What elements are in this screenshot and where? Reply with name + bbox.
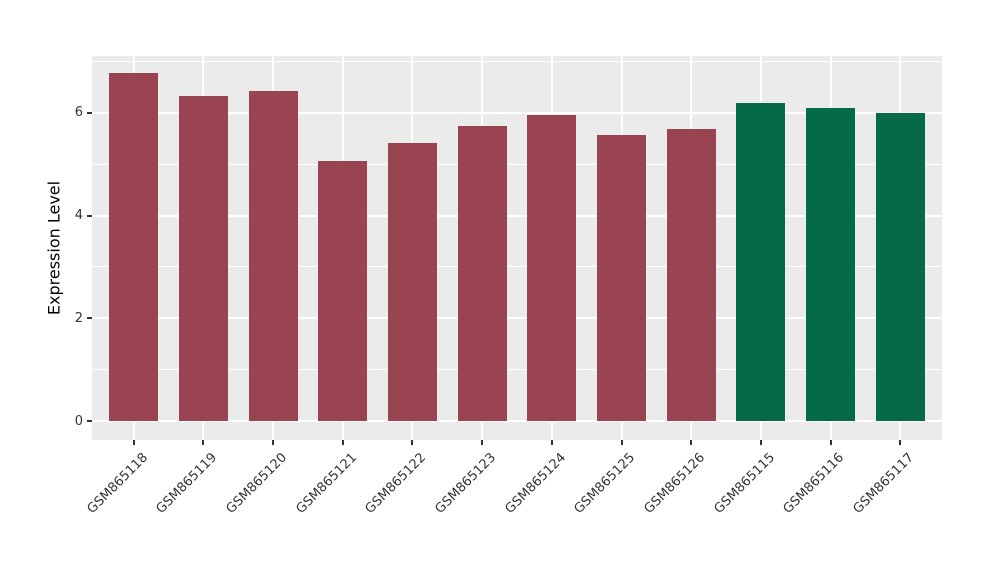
bar-GSM865124 xyxy=(527,114,577,421)
x-tick-label-GSM865118: GSM865118 xyxy=(84,450,151,517)
x-tick-label-GSM865125: GSM865125 xyxy=(571,450,639,517)
x-tick-mark xyxy=(550,440,553,445)
bar-GSM865123 xyxy=(457,126,507,421)
bar-GSM865121 xyxy=(318,160,368,421)
bar-GSM865117 xyxy=(875,112,925,421)
x-tick-mark xyxy=(272,440,275,445)
y-tick-label: 2 xyxy=(74,310,83,326)
major-gridline xyxy=(92,111,942,114)
x-tick-label-GSM865122: GSM865122 xyxy=(362,450,430,517)
x-tick-mark xyxy=(620,440,623,445)
x-tick-label-GSM865120: GSM865120 xyxy=(223,450,291,517)
x-tick-label-GSM865119: GSM865119 xyxy=(153,450,221,517)
x-tick-mark xyxy=(690,440,693,445)
x-tick-mark xyxy=(481,440,484,445)
y-tick-mark xyxy=(87,317,92,320)
y-tick-label: 0 xyxy=(74,413,83,429)
bar-GSM865122 xyxy=(387,143,437,421)
x-tick-mark xyxy=(132,440,135,445)
x-tick-label-GSM865121: GSM865121 xyxy=(293,450,360,517)
major-gridline xyxy=(92,317,942,320)
y-tick-mark xyxy=(87,420,92,422)
bar-GSM865115 xyxy=(736,102,786,421)
x-tick-mark xyxy=(899,440,902,445)
bar-GSM865119 xyxy=(178,96,228,421)
bar-GSM865125 xyxy=(597,135,646,421)
x-tick-mark xyxy=(411,440,414,445)
bar-GSM865116 xyxy=(806,107,856,421)
y-tick-label: 6 xyxy=(74,105,83,121)
major-gridline xyxy=(92,420,942,422)
plot-panel xyxy=(92,56,942,440)
y-axis-title-text: Expression Level xyxy=(44,180,64,316)
x-tick-label-GSM865126: GSM865126 xyxy=(641,450,709,517)
minor-gridline xyxy=(92,266,942,268)
minor-gridline xyxy=(92,369,942,371)
bar-GSM865120 xyxy=(248,90,298,421)
y-tick-mark xyxy=(87,214,92,217)
minor-gridline xyxy=(92,163,942,165)
x-tick-mark xyxy=(202,440,205,445)
y-tick-mark xyxy=(87,111,92,114)
x-tick-label-GSM865115: GSM865115 xyxy=(711,450,778,517)
x-tick-label-GSM865117: GSM865117 xyxy=(850,450,918,517)
bar-GSM865126 xyxy=(666,128,716,421)
y-tick-label: 4 xyxy=(74,208,83,224)
minor-gridline xyxy=(92,61,942,63)
x-tick-label-GSM865123: GSM865123 xyxy=(432,450,500,517)
x-tick-mark xyxy=(341,440,344,445)
x-tick-label-GSM865116: GSM865116 xyxy=(780,450,848,517)
x-tick-label-GSM865124: GSM865124 xyxy=(502,450,569,517)
bar-GSM865118 xyxy=(109,73,159,421)
x-tick-mark xyxy=(759,440,762,445)
major-gridline xyxy=(92,214,942,217)
x-tick-mark xyxy=(829,440,832,445)
